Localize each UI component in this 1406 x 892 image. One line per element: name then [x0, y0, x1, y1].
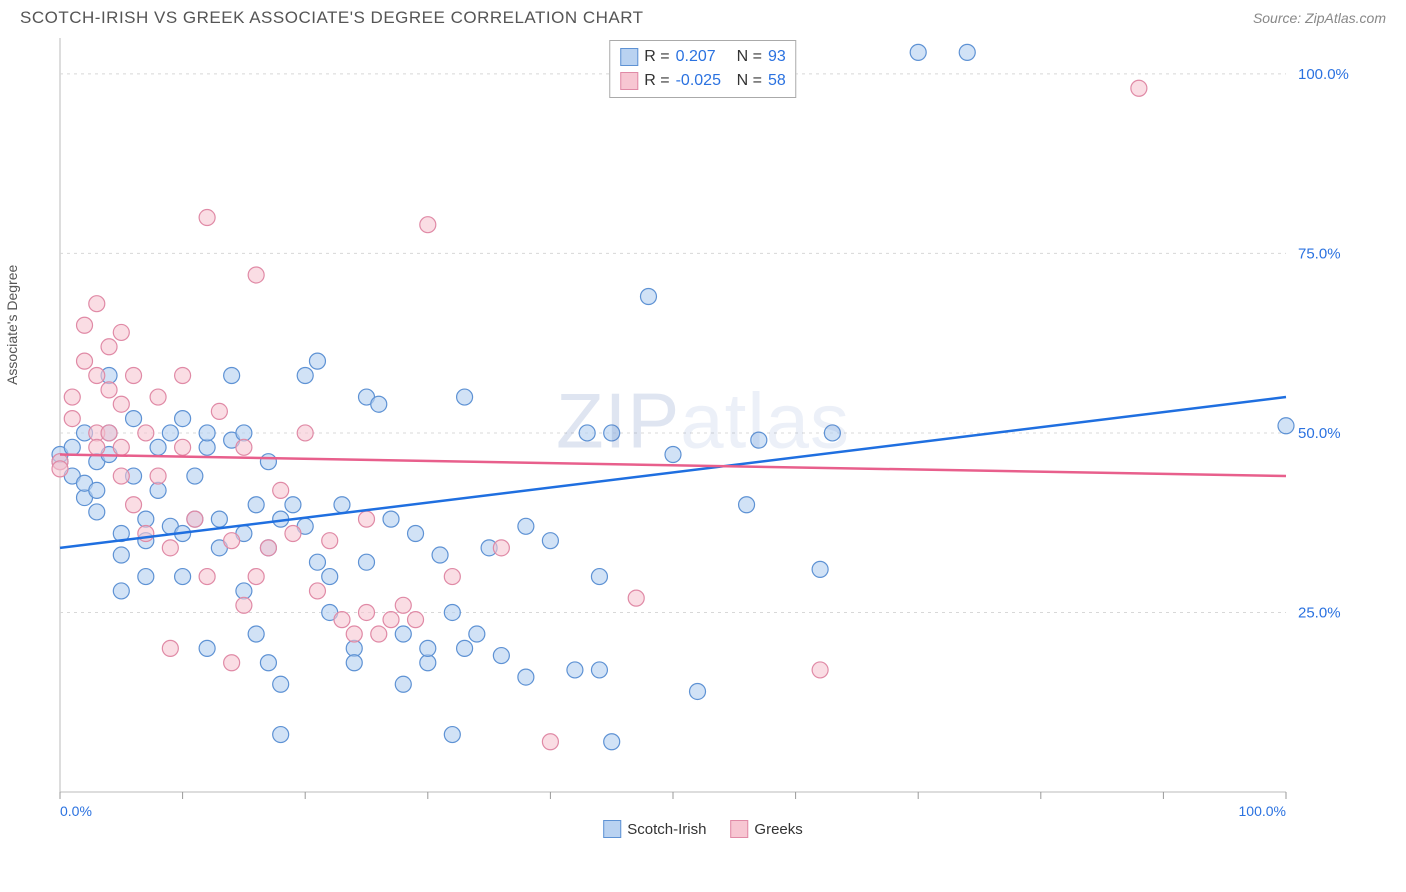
legend-swatch-icon	[603, 820, 621, 838]
svg-text:75.0%: 75.0%	[1298, 245, 1341, 262]
scatter-chart: 25.0% 50.0% 75.0% 100.0% 0.0% 100.0%	[20, 32, 1386, 842]
legend-row-series2: R = -0.025 N = 58	[620, 69, 785, 93]
series-legend: Scotch-Irish Greeks	[603, 820, 803, 838]
y-axis-label: Associate's Degree	[4, 265, 20, 385]
legend-item-series2: Greeks	[730, 820, 802, 838]
chart-title: SCOTCH-IRISH VS GREEK ASSOCIATE'S DEGREE…	[20, 8, 644, 28]
r-value-series2: -0.025	[676, 69, 731, 93]
legend-swatch-icon	[730, 820, 748, 838]
legend-item-series1: Scotch-Irish	[603, 820, 706, 838]
svg-text:100.0%: 100.0%	[1298, 66, 1349, 83]
legend-swatch-series2	[620, 72, 638, 90]
chart-container: Associate's Degree ZIPatlas 25.0%50.0%75…	[20, 32, 1386, 842]
correlation-legend: R = 0.207 N = 93 R = -0.025 N = 58	[609, 40, 796, 98]
n-value-series2: 58	[768, 69, 786, 93]
svg-text:25.0%: 25.0%	[1298, 604, 1341, 621]
svg-text:50.0%: 50.0%	[1298, 425, 1341, 442]
legend-row-series1: R = 0.207 N = 93	[620, 45, 785, 69]
legend-swatch-series1	[620, 48, 638, 66]
n-value-series1: 93	[768, 45, 786, 69]
svg-text:100.0%: 100.0%	[1239, 803, 1286, 819]
svg-text:0.0%: 0.0%	[60, 803, 92, 819]
r-value-series1: 0.207	[676, 45, 731, 69]
source-attribution: Source: ZipAtlas.com	[1253, 10, 1386, 26]
